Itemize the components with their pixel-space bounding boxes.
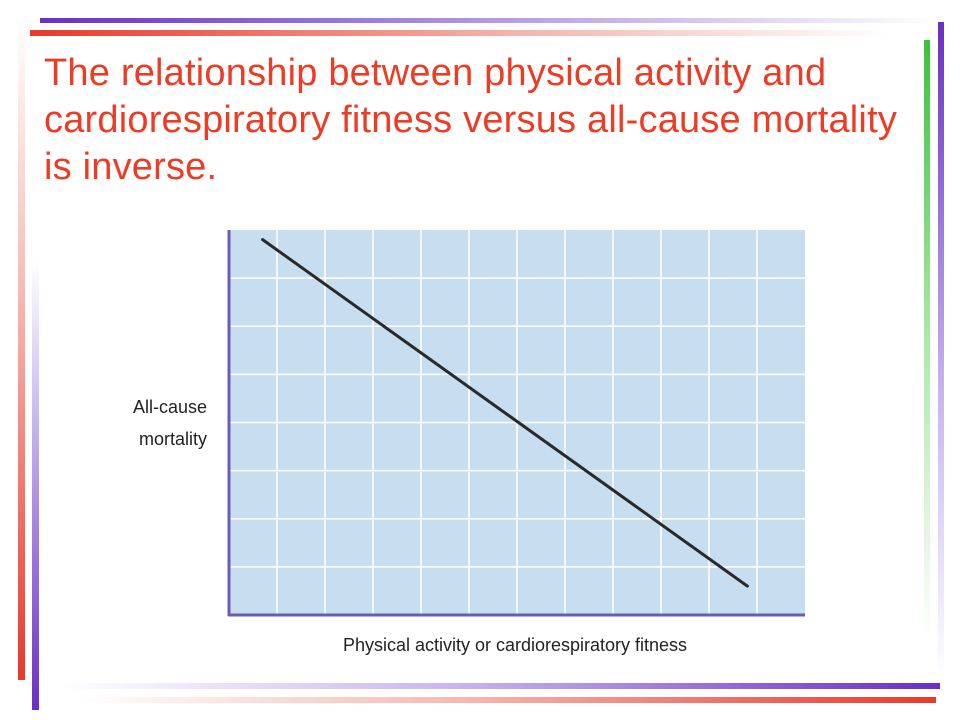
series-group <box>261 238 749 588</box>
left-accent-rule-purple <box>32 260 39 710</box>
bottom-accent-rule-red <box>80 697 936 703</box>
series-line-0 <box>261 238 749 588</box>
grid-lines <box>229 230 805 615</box>
bottom-accent-rule-purple <box>60 683 940 689</box>
top-accent-rule-red <box>30 30 890 36</box>
top-accent-rule-purple <box>40 18 940 23</box>
y-axis-label-line-1: All-cause <box>133 397 207 417</box>
y-axis-label-line-2: mortality <box>139 429 207 449</box>
left-accent-rule-red <box>18 20 25 680</box>
right-accent-rule-green <box>924 40 930 640</box>
right-accent-rule-purple <box>938 22 944 682</box>
x-axis-label: Physical activity or cardiorespiratory f… <box>343 635 687 655</box>
slide-title: The relationship between physical activi… <box>44 52 898 188</box>
